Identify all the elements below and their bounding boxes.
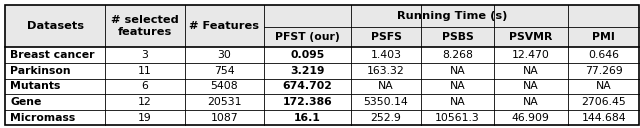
Text: 30: 30 [218, 50, 231, 60]
Text: 0.646: 0.646 [588, 50, 619, 60]
Text: 172.386: 172.386 [282, 97, 332, 107]
Text: 10561.3: 10561.3 [435, 113, 480, 123]
Text: 1.403: 1.403 [371, 50, 401, 60]
Text: Breast cancer: Breast cancer [10, 50, 95, 60]
Text: 5408: 5408 [211, 81, 238, 91]
Text: NA: NA [596, 81, 611, 91]
Text: 0.095: 0.095 [291, 50, 324, 60]
Text: 11: 11 [138, 66, 152, 76]
Text: # Features: # Features [189, 21, 259, 31]
Text: 144.684: 144.684 [581, 113, 626, 123]
Text: PSVMR: PSVMR [509, 32, 552, 42]
Text: NA: NA [523, 66, 539, 76]
Text: Mutants: Mutants [10, 81, 61, 91]
Text: 16.1: 16.1 [294, 113, 321, 123]
Text: 6: 6 [141, 81, 148, 91]
Text: NA: NA [523, 97, 539, 107]
Text: PFST (our): PFST (our) [275, 32, 340, 42]
Text: NA: NA [450, 81, 465, 91]
Text: 8.268: 8.268 [442, 50, 473, 60]
Text: Datasets: Datasets [26, 21, 84, 31]
Text: NA: NA [450, 66, 465, 76]
Text: Running Time (s): Running Time (s) [397, 11, 507, 21]
Text: Micromass: Micromass [10, 113, 76, 123]
Text: 3.219: 3.219 [290, 66, 324, 76]
Text: 77.269: 77.269 [585, 66, 623, 76]
Text: NA: NA [378, 81, 394, 91]
Text: 20531: 20531 [207, 97, 242, 107]
Text: PMI: PMI [592, 32, 615, 42]
Text: 5350.14: 5350.14 [364, 97, 408, 107]
Text: NA: NA [450, 97, 465, 107]
Text: 12.470: 12.470 [512, 50, 550, 60]
Text: Gene: Gene [10, 97, 42, 107]
Text: 252.9: 252.9 [371, 113, 401, 123]
Text: 674.702: 674.702 [282, 81, 332, 91]
Text: PSBS: PSBS [442, 32, 474, 42]
Text: 1087: 1087 [211, 113, 238, 123]
Text: 2706.45: 2706.45 [581, 97, 626, 107]
Text: 3: 3 [141, 50, 148, 60]
Text: NA: NA [523, 81, 539, 91]
Text: Parkinson: Parkinson [10, 66, 71, 76]
Text: 163.32: 163.32 [367, 66, 405, 76]
Bar [5, 47, 639, 125]
Text: 12: 12 [138, 97, 152, 107]
Text: 754: 754 [214, 66, 235, 76]
Text: 19: 19 [138, 113, 152, 123]
Text: 46.909: 46.909 [512, 113, 550, 123]
Text: # selected
features: # selected features [111, 15, 179, 37]
Text: PSFS: PSFS [371, 32, 401, 42]
Bar [5, 5, 639, 47]
